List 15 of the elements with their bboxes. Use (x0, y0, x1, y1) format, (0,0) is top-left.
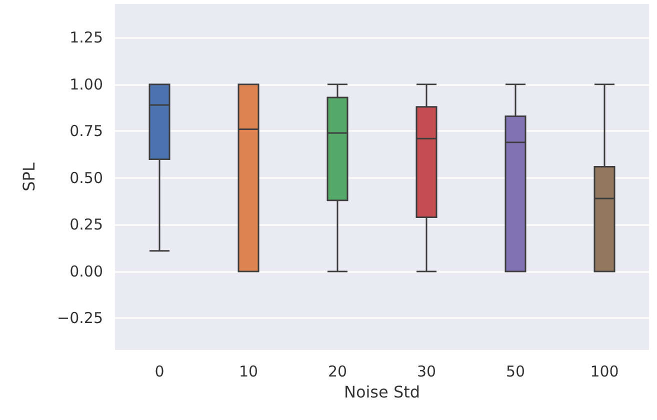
x-tick-label: 10 (238, 362, 258, 380)
x-tick-label: 30 (416, 362, 436, 380)
y-tick-label: −0.25 (57, 309, 103, 328)
x-tick-label: 100 (590, 362, 619, 380)
y-tick-label: 0.50 (70, 168, 103, 187)
x-axis-title: Noise Std (344, 382, 420, 402)
x-tick-label: 0 (154, 362, 164, 380)
y-tick-label: 1.25 (70, 28, 103, 47)
y-tick-label: 1.00 (70, 75, 103, 94)
y-tick-label: 0.75 (70, 122, 103, 140)
y-tick-label: 0.25 (70, 216, 103, 234)
x-tick-label: 50 (506, 362, 526, 380)
y-axis-title: SPL (20, 162, 38, 192)
y-tick-label: 0.00 (70, 262, 103, 280)
x-tick-label: 20 (328, 362, 348, 380)
